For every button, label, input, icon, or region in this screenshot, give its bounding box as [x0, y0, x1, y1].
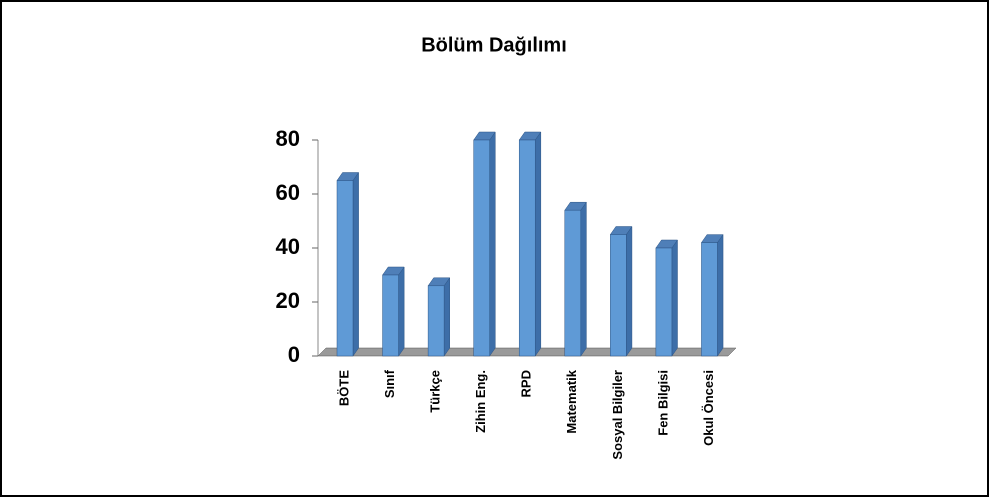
bar: [427, 285, 445, 357]
x-tick-label: Matematik: [564, 369, 579, 433]
bar-side: [717, 233, 724, 357]
x-tick-label: Sınıf: [382, 369, 397, 398]
x-tick-label: RPD: [519, 370, 534, 397]
y-tick-label: 40: [276, 234, 300, 259]
y-tick-label: 20: [276, 288, 300, 313]
bar-side: [626, 225, 633, 357]
bar-side: [671, 239, 678, 357]
bar-side: [352, 171, 359, 357]
x-tick-label: Türkçe: [428, 370, 443, 413]
bar: [564, 209, 582, 357]
bar-side: [398, 266, 405, 357]
x-tick-label: BÖTE: [336, 370, 351, 406]
bar: [382, 274, 399, 357]
x-tick-label: Okul Öncesi: [701, 370, 716, 446]
bar: [610, 234, 627, 357]
bar: [518, 139, 536, 357]
bar-side: [534, 131, 542, 357]
chart-title: Bölüm Dağılımı: [421, 34, 567, 56]
bar: [701, 242, 718, 357]
bar: [655, 247, 673, 357]
y-tick-label: 60: [276, 180, 300, 205]
x-tick-label: Zihin Eng.: [473, 370, 488, 433]
y-tick-label: 80: [276, 126, 300, 151]
bar-side: [443, 277, 450, 357]
bar-side: [489, 131, 496, 357]
bar: [336, 180, 354, 357]
x-tick-label: Fen Bilgisi: [655, 370, 670, 436]
bar: [473, 139, 490, 357]
x-tick-label: Sosyal Bilgiler: [610, 370, 625, 460]
y-tick-label: 0: [288, 342, 300, 367]
bar-side: [580, 201, 587, 357]
